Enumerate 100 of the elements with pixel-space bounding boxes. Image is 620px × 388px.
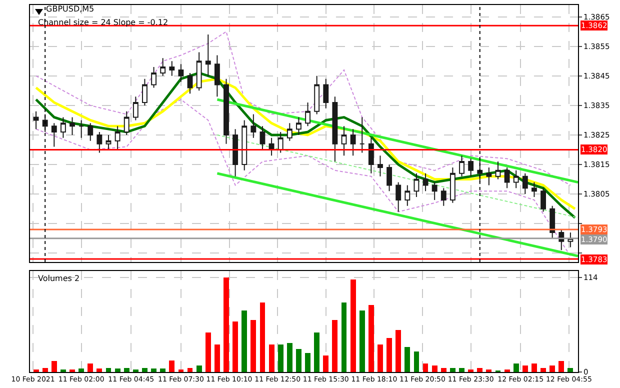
candlestick [486,166,492,186]
candlestick [78,120,84,138]
bar [404,347,410,372]
bar [359,310,365,372]
candlestick [404,184,410,206]
candlestick [124,110,130,136]
candlestick [224,78,229,144]
bar [214,344,220,372]
candlestick [386,164,392,192]
bar [323,355,329,372]
bar [51,361,57,372]
bar [450,368,456,372]
candlestick [332,96,338,162]
candlestick [296,116,302,136]
candlestick [33,110,39,130]
bar [532,364,537,372]
candlestick [540,188,546,212]
candlestick [314,75,320,115]
candlestick [422,172,428,192]
candlestick [96,132,102,154]
candlestick [178,64,184,82]
candlestick [477,158,483,183]
bar [305,352,310,372]
bar [232,322,238,372]
candlestick [250,114,256,138]
candlestick [414,172,420,198]
bar [422,364,428,372]
bar [205,332,211,372]
bar [522,365,528,372]
candlestick [532,182,537,198]
candlestick [440,188,446,206]
candlestick [286,122,292,142]
bar [332,320,338,372]
bar [268,344,274,372]
bar [296,348,302,372]
candlestick [305,102,310,127]
candlestick [187,72,193,94]
bar [169,360,175,372]
candlestick [160,58,166,76]
candlestick [114,126,120,150]
candlestick [341,126,347,156]
candlestick [88,122,94,142]
candlestick [432,182,438,200]
bar [558,361,564,372]
candlestick [260,126,266,150]
candlestick [568,232,574,248]
bar [396,330,402,372]
bar [350,279,356,372]
bar [42,368,48,372]
candlestick [232,128,238,177]
bar [513,364,519,372]
bar [124,368,130,372]
bar [386,338,392,372]
bar [78,368,84,372]
bar [196,365,202,372]
bar [314,332,320,372]
bar [341,302,347,372]
candlestick [350,128,356,156]
candlestick [522,172,528,195]
annotation: Channel size = 24 Slope = -0.12 [38,18,168,27]
bar [414,351,420,372]
candlestick [359,116,365,154]
bar [224,278,229,372]
candlestick [106,134,112,150]
line-series [36,31,571,186]
candlestick [495,161,501,180]
candlestick [513,170,519,189]
candlestick [278,132,284,154]
candlestick [142,78,148,106]
candlestick [468,158,474,177]
bar [278,344,284,372]
bar [378,344,383,372]
annotation: Volumes 2 [38,274,80,283]
candlestick [396,182,402,212]
bar [151,368,157,372]
candlestick [242,120,248,171]
candlestick [550,205,556,239]
candlestick [132,96,138,121]
candlestick [450,166,456,204]
bar [568,368,574,372]
candlestick [51,122,57,148]
candlestick [504,166,510,189]
bar [242,310,248,372]
bar [96,368,102,372]
bar [142,368,148,372]
bar [160,368,166,372]
bar [250,320,256,372]
candlestick [151,66,157,88]
bar [477,368,483,372]
candlestick [378,155,383,177]
candlestick [214,54,220,98]
bar [260,302,266,372]
candlestick [60,116,66,138]
bar [88,364,94,372]
bar [368,304,374,372]
line-series [36,99,571,257]
bar [459,368,464,372]
bar [440,368,446,372]
candlestick [368,137,374,174]
chart-title: GBPUSD,M5 [46,4,94,14]
